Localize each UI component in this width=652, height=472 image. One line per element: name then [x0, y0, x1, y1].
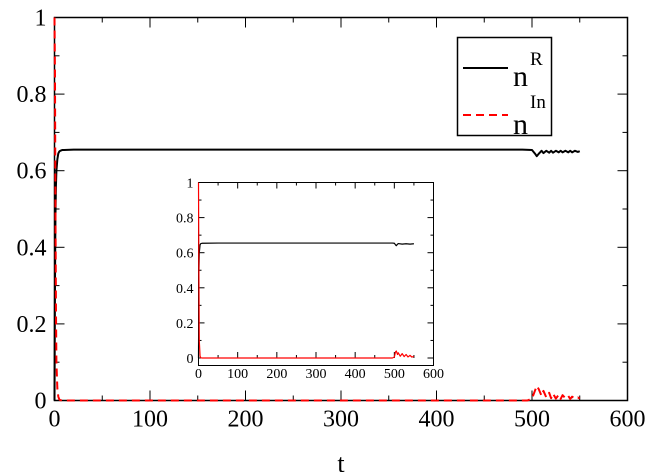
main-x-tick-label: 400 — [419, 407, 455, 433]
inset-x-tick-label: 200 — [266, 367, 287, 382]
legend-label-nIn-base: n — [513, 108, 528, 141]
main-series-line-nIn — [53, 17, 581, 402]
legend-label-nR-base: n — [513, 60, 528, 93]
main-y-tick-label: 1 — [35, 6, 47, 32]
main-x-tick-label: 600 — [610, 407, 646, 433]
inset-x-tick-label: 0 — [195, 367, 202, 382]
main-y-tick-label: 0.6 — [17, 159, 47, 185]
main-y-tick-label: 0.2 — [17, 312, 47, 338]
legend-label-nR-sup: R — [530, 49, 543, 70]
inset-y-tick-label: 0.4 — [176, 282, 194, 297]
main-y-tick-label: 0.4 — [17, 235, 47, 261]
inset-y-tick-label: 0.2 — [176, 317, 194, 332]
inset-y-tick-label: 0.6 — [176, 247, 194, 262]
legend-label-nIn-sup: In — [530, 92, 546, 113]
inset-series-line-nR — [197, 242, 414, 359]
legend-box — [456, 36, 553, 137]
inset-x-tick-label: 600 — [423, 367, 444, 382]
main-y-tick-label: 0 — [35, 389, 47, 415]
inset-x-tick-label: 500 — [384, 367, 405, 382]
inset-x-tick-label: 300 — [306, 367, 327, 382]
inset-x-tick-label: 400 — [345, 367, 366, 382]
main-y-tick-label: 0.8 — [17, 82, 47, 108]
inset-plot-frame — [198, 182, 434, 366]
inset-y-tick-label: 0 — [187, 352, 194, 367]
legend: n R n In — [456, 36, 553, 141]
inset-y-tick-label: 1 — [187, 177, 194, 192]
main-x-tick-label: 100 — [132, 407, 168, 433]
inset-series-line-nIn — [197, 182, 415, 359]
main-x-tick-label: 500 — [514, 407, 550, 433]
main-x-tick-label: 0 — [49, 407, 61, 433]
inset-plot: 0 100 200 300 400 500 600 0 0.2 0.4 0.6 0.8 1 — [176, 177, 444, 383]
inset-x-tick-label: 100 — [227, 367, 248, 382]
main-x-tick-label: 300 — [323, 407, 359, 433]
main-series-line-nR — [53, 148, 581, 401]
main-x-tick-label: 200 — [228, 407, 264, 433]
inset-y-tick-label: 0.8 — [176, 212, 194, 227]
x-axis-label: t — [337, 449, 345, 472]
